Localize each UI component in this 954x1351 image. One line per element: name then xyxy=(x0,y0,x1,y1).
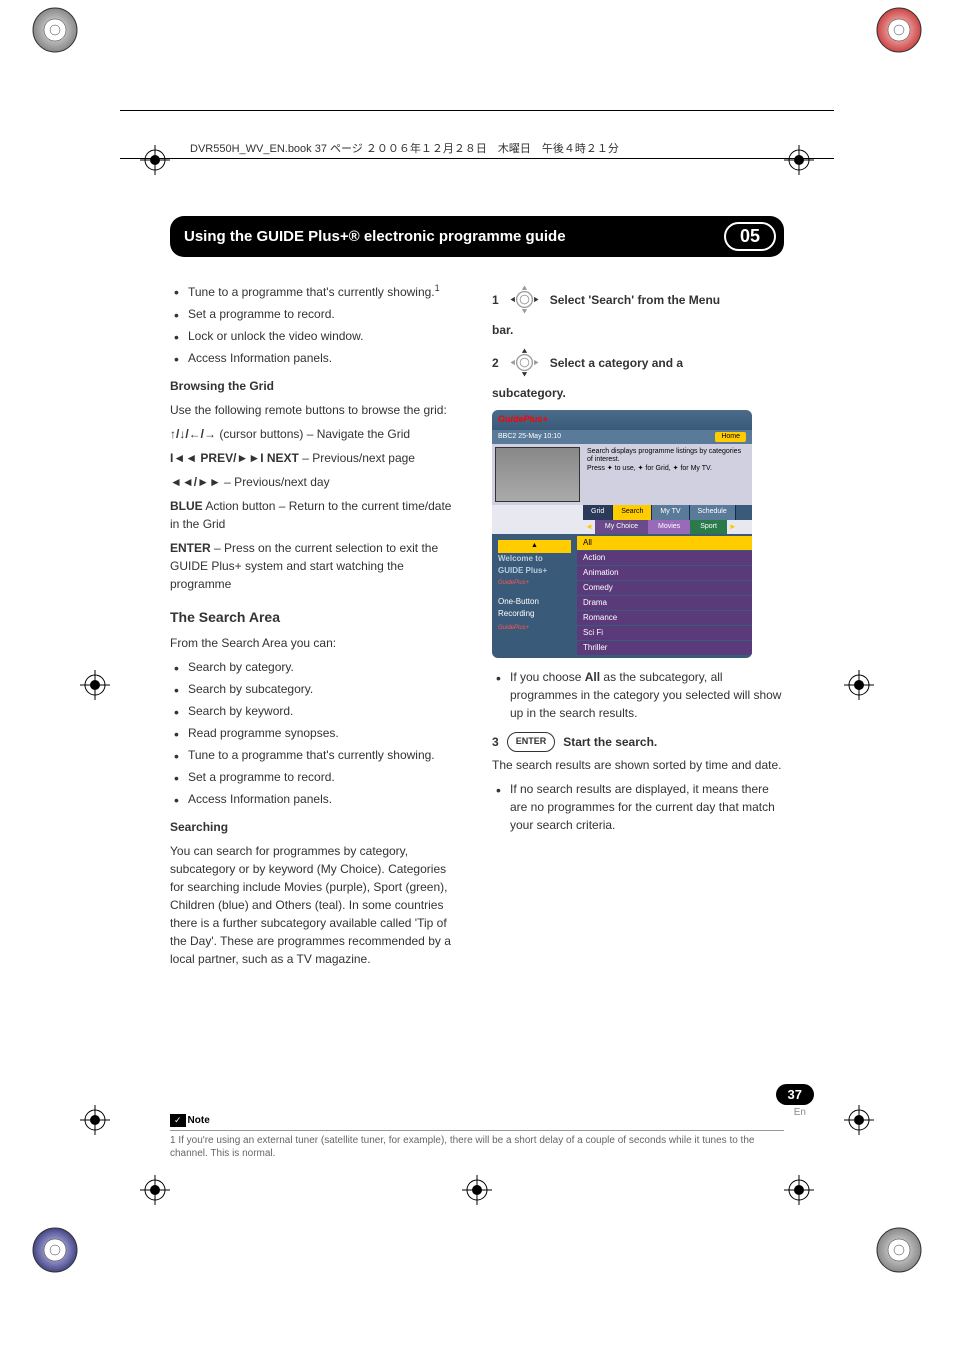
subtab-sport: Sport xyxy=(690,520,727,535)
note-divider xyxy=(170,1130,784,1131)
screenshot-body: Search displays programme listings by ca… xyxy=(492,444,752,505)
category-item: Romance xyxy=(577,611,752,625)
list-item: Search by subcategory. xyxy=(188,680,462,698)
browsing-intro: Use the following remote buttons to brow… xyxy=(170,401,462,419)
enter-button-icon: ENTER xyxy=(507,732,556,752)
list-item: Search by keyword. xyxy=(188,702,462,720)
screenshot-header: GuidePlus+ xyxy=(492,410,752,430)
page-number: 37 xyxy=(776,1084,814,1105)
small-logo: GuidePlus+ xyxy=(498,624,571,633)
list-item: Access Information panels. xyxy=(188,349,462,367)
guide-screenshot: GuidePlus+ BBC2 25-May 10:10 Home Search… xyxy=(492,410,752,658)
searching-text: You can search for programmes by categor… xyxy=(170,842,462,968)
arrow-icons: ↑/↓/←/→ xyxy=(170,427,216,441)
step-number: 3 xyxy=(492,733,499,751)
rewind-forward-icon: ◄◄/►► xyxy=(170,475,221,489)
up-arrow-icon: ▲ xyxy=(498,540,571,553)
enter-line: ENTER – Press on the current selection t… xyxy=(170,539,462,593)
note-section: Note 1 If you're using an external tuner… xyxy=(170,1114,784,1160)
list-item: If no search results are displayed, it m… xyxy=(510,780,784,834)
step-number: 2 xyxy=(492,354,499,372)
blue-line: BLUE Action button – Return to the curre… xyxy=(170,497,462,533)
category-item: Animation xyxy=(577,566,752,580)
subtab-movies: Movies xyxy=(648,520,690,535)
cursor-nav-line: ↑/↓/←/→ (cursor buttons) – Navigate the … xyxy=(170,425,462,443)
arrow-right-icon: ► xyxy=(727,520,739,535)
list-item: Set a programme to record. xyxy=(188,768,462,786)
search-intro: From the Search Area you can: xyxy=(170,634,462,652)
searching-heading: Searching xyxy=(170,818,462,836)
step-number: 1 xyxy=(492,291,499,309)
home-badge: Home xyxy=(715,432,746,443)
footnote-ref: 1 xyxy=(435,283,440,293)
screenshot-content: ▲ Welcome to GUIDE Plus+ GuidePlus+ One-… xyxy=(492,534,752,658)
right-column: 1 Select 'Search' from the Menu bar. 2 S… xyxy=(492,282,784,974)
chapter-title: Using the GUIDE Plus+® electronic progra… xyxy=(184,228,566,245)
list-item: Access Information panels. xyxy=(188,790,462,808)
list-item: Tune to a programme that's currently sho… xyxy=(188,282,462,301)
list-item: Lock or unlock the video window. xyxy=(188,327,462,345)
step-text: Select 'Search' from the Menu xyxy=(550,291,720,309)
dpad-icon xyxy=(507,282,542,317)
list-item: Set a programme to record. xyxy=(188,305,462,323)
small-logo: GuidePlus+ xyxy=(498,579,571,588)
page-language: En xyxy=(794,1107,806,1118)
note-label: Note xyxy=(188,1115,210,1126)
chapter-header: Using the GUIDE Plus+® electronic progra… xyxy=(170,216,784,257)
category-item: Sci Fi xyxy=(577,626,752,640)
prev-next-line: I◄◄ PREV/►►I NEXT – Previous/next page xyxy=(170,449,462,467)
browsing-heading: Browsing the Grid xyxy=(170,377,462,395)
step3-description: The search results are shown sorted by t… xyxy=(492,756,784,774)
book-file-info: DVR550H_WV_EN.book 37 ページ ２００６年１２月２８日 木曜… xyxy=(170,140,784,156)
left-column: Tune to a programme that's currently sho… xyxy=(170,282,462,974)
chapter-number: 05 xyxy=(724,222,776,251)
search-area-heading: The Search Area xyxy=(170,607,462,628)
step-1: 1 Select 'Search' from the Menu xyxy=(492,282,784,317)
category-item: Drama xyxy=(577,596,752,610)
one-button-text: One-Button Recording xyxy=(498,596,571,620)
list-item: If you choose All as the subcategory, al… xyxy=(510,668,784,722)
next-icon: ►►I xyxy=(236,451,263,465)
list-item: Read programme synopses. xyxy=(188,724,462,742)
guide-plus-logo: GuidePlus+ xyxy=(498,413,548,427)
video-preview xyxy=(495,447,580,502)
step-text: Select a category and a xyxy=(550,354,683,372)
welcome-text: Welcome to GUIDE Plus+ xyxy=(498,553,571,577)
screenshot-subtabs: ◄ My Choice Movies Sport ► xyxy=(583,520,752,535)
screenshot-info-bar: BBC2 25-May 10:10 Home xyxy=(492,430,752,445)
tab-search: Search xyxy=(613,505,652,520)
dpad-icon xyxy=(507,345,542,380)
screenshot-info-text: Search displays programme listings by ca… xyxy=(583,444,752,505)
step-continuation: bar. xyxy=(492,321,784,339)
category-list: All Action Animation Comedy Drama Romanc… xyxy=(577,534,752,658)
tab-grid: Grid xyxy=(583,505,613,520)
step-text: Start the search. xyxy=(563,733,657,751)
category-all: All xyxy=(577,536,752,550)
note-icon xyxy=(170,1114,186,1127)
screenshot-tabs: Grid Search My TV Schedule xyxy=(583,505,752,520)
category-item: Action xyxy=(577,551,752,565)
step-2: 2 Select a category and a xyxy=(492,345,784,380)
tab-schedule: Schedule xyxy=(690,505,736,520)
tab-mytv: My TV xyxy=(652,505,689,520)
list-item: Search by category. xyxy=(188,658,462,676)
category-item: Comedy xyxy=(577,581,752,595)
arrow-left-icon: ◄ xyxy=(583,520,595,535)
category-item: Thriller xyxy=(577,641,752,655)
footnote-text: 1 If you're using an external tuner (sat… xyxy=(170,1134,784,1160)
step-3: 3 ENTER Start the search. xyxy=(492,732,784,752)
step-continuation: subcategory. xyxy=(492,384,784,402)
day-nav-line: ◄◄/►► – Previous/next day xyxy=(170,473,462,491)
list-item: Tune to a programme that's currently sho… xyxy=(188,746,462,764)
subtab-mychoice: My Choice xyxy=(595,520,648,535)
screenshot-left-panel: ▲ Welcome to GUIDE Plus+ GuidePlus+ One-… xyxy=(492,534,577,658)
prev-icon: I◄◄ xyxy=(170,451,197,465)
